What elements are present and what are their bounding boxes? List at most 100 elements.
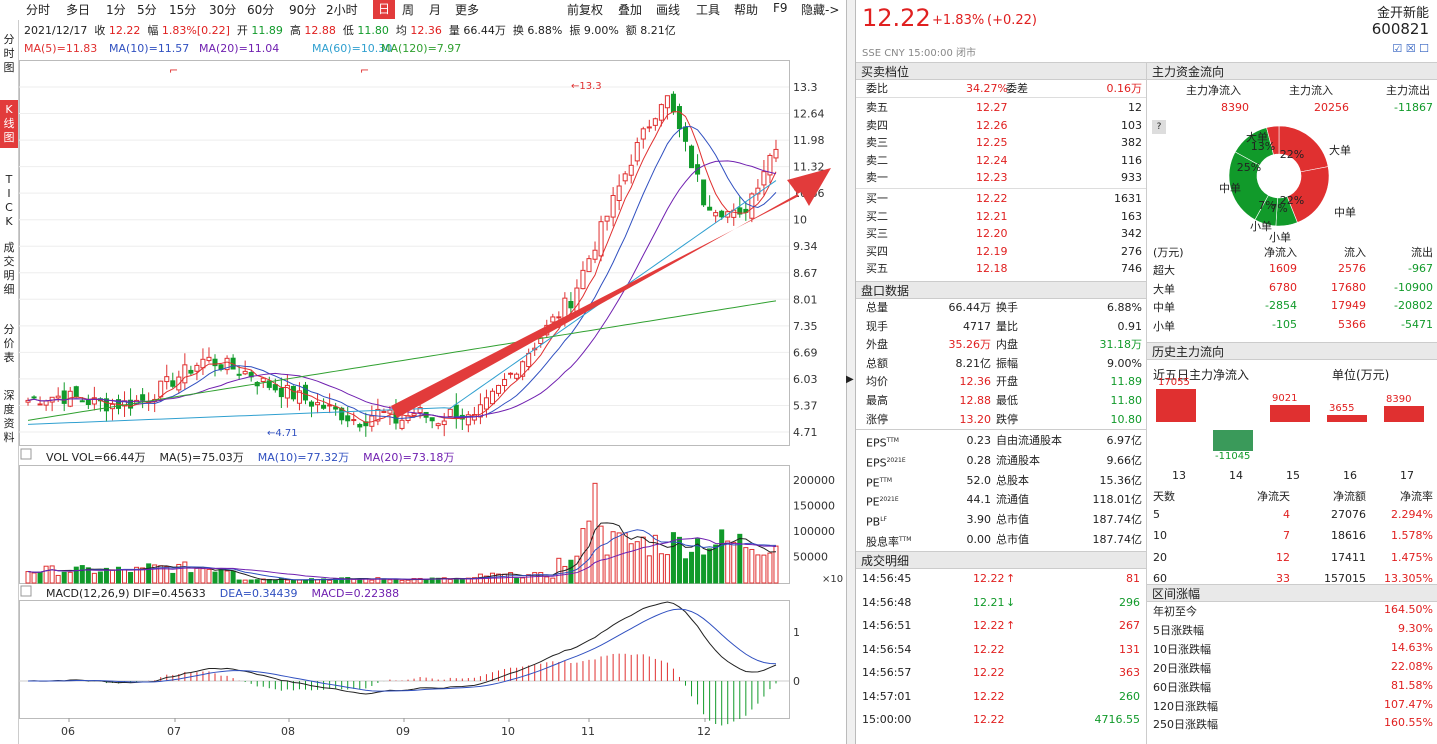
vol-bar [91,572,97,584]
collapse-arrow-icon[interactable]: ▶ [846,374,854,385]
panel-divider[interactable] [846,0,856,744]
tick-row: 14:56:48 12.21 ↓ 296 [862,595,1140,609]
period-10[interactable]: 周 [402,3,415,17]
pie-label: 中单 [1334,206,1356,219]
cell: 卖二 [866,153,888,167]
cell: 1631 [1114,192,1142,205]
range-val: 160.55% [1384,716,1433,730]
candle-body [526,353,532,368]
month-tick: 12 [697,725,711,738]
exchange-info: SSE CNY 15:00:00 闭市 [862,48,977,59]
period-7[interactable]: 90分 [289,3,317,17]
vol-bar [290,579,296,584]
period-2[interactable]: 1分 [106,3,126,17]
vol-bar [140,567,146,584]
bid-row: 买一 12.22 1631 [856,190,1146,208]
period-8[interactable]: 2小时 [326,3,358,17]
candle-body [85,399,91,405]
period-6[interactable]: 60分 [247,3,275,17]
period-5[interactable]: 30分 [209,3,237,17]
svg-text:⌐: ⌐ [360,64,369,77]
tool-1[interactable]: 叠加 [618,3,643,17]
hist-day: 14 [1229,469,1243,482]
fin-row: PE2021E 44.1 流通值 118.01亿 [866,493,1142,510]
hist-th: 净流天 [1257,490,1290,503]
candle-body [550,316,556,323]
chart-svg: 13.312.6411.9811.3210.66109.348.678.017.… [19,60,843,738]
candle-body [652,118,658,126]
vol-bar [604,554,610,584]
flow-cell: 17680 [1331,280,1366,294]
panel-icons[interactable]: ☑ ☒ ☐ [1392,42,1429,55]
cell: 卖一 [866,171,888,184]
cell: 276 [1121,244,1142,258]
vol-bar [375,577,381,584]
candle-body [381,410,387,413]
hist-cell: 27076 [1331,508,1366,521]
period-1[interactable]: 多日 [66,3,91,17]
tick-row: 14:57:01 12.22 260 [862,689,1140,703]
price-tick: 8.67 [793,267,818,280]
tool-4[interactable]: 帮助 [734,3,759,17]
ma-label-1: MA(10)=11.57 [109,42,190,55]
side-tab-4[interactable]: 分价表 [3,323,15,364]
hist-day: 13 [1172,469,1186,482]
candle-body [91,397,97,405]
candle-body [604,215,610,222]
period-12[interactable]: 更多 [455,3,480,17]
cell: 12.23 [976,171,1008,184]
ticks-header: 成交明细 [856,551,1146,569]
flow-header: 主力资金流向 [1147,62,1437,80]
vol-bar [538,572,544,584]
period-3[interactable]: 5分 [137,3,157,17]
candle-body [773,148,779,159]
candle-body [502,379,508,386]
tool-2[interactable]: 画线 [656,3,681,17]
vol-bar [628,543,634,584]
tool-5[interactable]: F9 [773,1,788,15]
candle-body [212,358,218,367]
hist-bar [1327,414,1367,422]
candle-body [713,212,719,217]
range-header: 区间涨幅 [1147,584,1437,602]
tool-6[interactable]: 隐藏-> [801,3,840,17]
candle-body [278,387,284,398]
cell: 买三 [866,227,888,240]
candle-body [508,372,514,375]
ask-row: 卖三 12.25 382 [856,134,1146,152]
vol-bar [194,567,200,584]
vol-bar [634,541,640,584]
tick-row: 14:56:57 12.22 363 [862,666,1140,679]
vol-bar [73,566,79,584]
vol-tick: 200000 [793,474,835,487]
price-tick: 4.71 [793,426,818,439]
candle-body [538,337,544,345]
hist-cell: 12 [1276,550,1290,564]
hist-val: 9021 [1272,392,1298,404]
period-4[interactable]: 15分 [169,3,197,17]
period-11[interactable]: 月 [429,3,442,17]
help-icon[interactable]: ? [1152,120,1166,134]
candle-body [170,380,176,387]
tool-3[interactable]: 工具 [696,3,721,17]
vol-bar [701,554,707,584]
side-tab-5[interactable]: 深度资料 [3,389,15,444]
vol-bar [236,579,242,584]
side-tab-0[interactable]: 分时图 [3,33,15,74]
pankou-row: 总额 8.21亿 振幅 9.00% [866,356,1142,370]
period-9[interactable]: 日 [373,0,396,19]
price-tick: 12.64 [793,108,825,121]
stock-name: 金开新能 [1376,6,1429,21]
ma-120-line [27,300,777,421]
vol-bar [652,534,658,584]
vol-bar [122,569,128,584]
candle-body [701,179,707,206]
side-tab-3[interactable]: 成交明细 [3,241,15,296]
period-0[interactable]: 分时 [26,3,51,17]
pie-slice [1286,166,1330,223]
candle-body [103,398,109,412]
tool-0[interactable]: 前复权 [567,3,604,17]
pie-pct: 7% [1270,202,1287,215]
